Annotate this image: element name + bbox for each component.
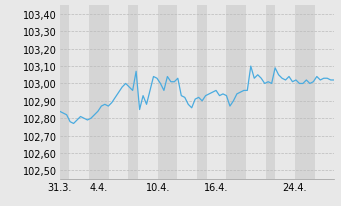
Bar <box>266 6 275 179</box>
Bar <box>158 6 177 179</box>
Bar <box>295 6 314 179</box>
Bar <box>89 6 109 179</box>
Bar <box>226 6 246 179</box>
Bar <box>60 6 70 179</box>
Bar <box>128 6 138 179</box>
Bar <box>197 6 207 179</box>
